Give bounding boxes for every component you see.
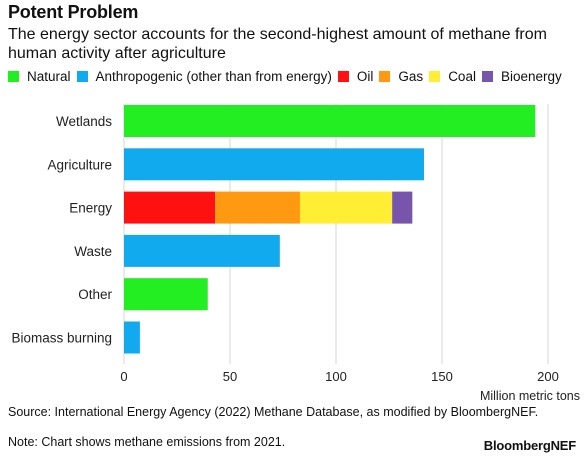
legend-item-oil: Oil [337, 69, 374, 84]
bar-agriculture-anthropogenic-other-than-from-energy [124, 148, 424, 181]
legend-swatch-anthropogenic [76, 71, 88, 82]
chart-note: Note: Chart shows methane emissions from… [8, 435, 286, 449]
category-label-other: Other [78, 287, 112, 302]
chart-title: Potent Problem [8, 2, 139, 22]
legend-swatch-gas [379, 71, 391, 82]
bar-other-natural [124, 278, 208, 311]
chart-legend: Natural Anthropogenic (other than from e… [8, 69, 562, 84]
x-tick-label-50: 50 [223, 369, 237, 384]
legend-swatch-bioenergy [481, 71, 493, 82]
category-label-agriculture: Agriculture [47, 157, 112, 172]
legend-item-gas: Gas [379, 69, 423, 84]
legend-label-oil: Oil [356, 69, 374, 84]
legend-label-coal: Coal [448, 69, 476, 84]
bar-energy-bioenergy [392, 191, 413, 224]
category-label-biomass-burning: Biomass burning [11, 331, 112, 346]
category-label-wetlands: Wetlands [56, 114, 112, 129]
x-tick-label-0: 0 [120, 369, 127, 384]
legend-swatch-coal [429, 71, 441, 82]
legend-item-natural: Natural [8, 69, 71, 84]
bar-biomass-burning-anthropogenic-other-than-from-energy [124, 321, 140, 354]
bar-energy-coal [299, 191, 393, 224]
legend-item-coal: Coal [429, 69, 476, 84]
bar-wetlands-natural [124, 105, 536, 137]
bar-waste-anthropogenic-other-than-from-energy [124, 234, 280, 267]
legend-swatch-oil [337, 71, 349, 82]
legend-swatch-natural [8, 71, 19, 82]
legend-label-natural: Natural [27, 69, 71, 84]
brand-logo: BloombergNEF [483, 438, 576, 453]
x-axis-title: Million metric tons [480, 389, 580, 403]
legend-label-bioenergy: Bioenergy [500, 69, 562, 84]
x-tick-label-150: 150 [431, 369, 453, 384]
x-tick-label-200: 200 [537, 369, 559, 384]
chart-subtitle: The energy sector accounts for the secon… [8, 26, 547, 62]
legend-item-bioenergy: Bioenergy [481, 69, 562, 84]
bar-energy-gas [215, 191, 300, 224]
source-note: Source: International Energy Agency (202… [8, 405, 539, 419]
x-tick-label-100: 100 [325, 369, 347, 384]
legend-label-gas: Gas [398, 69, 424, 84]
legend-item-anthropogenic: Anthropogenic (other than from energy) [76, 69, 332, 84]
legend-label-anthropogenic: Anthropogenic (other than from energy) [95, 69, 332, 84]
category-label-energy: Energy [69, 201, 112, 216]
bar-energy-oil [124, 191, 216, 224]
category-label-waste: Waste [74, 244, 112, 259]
